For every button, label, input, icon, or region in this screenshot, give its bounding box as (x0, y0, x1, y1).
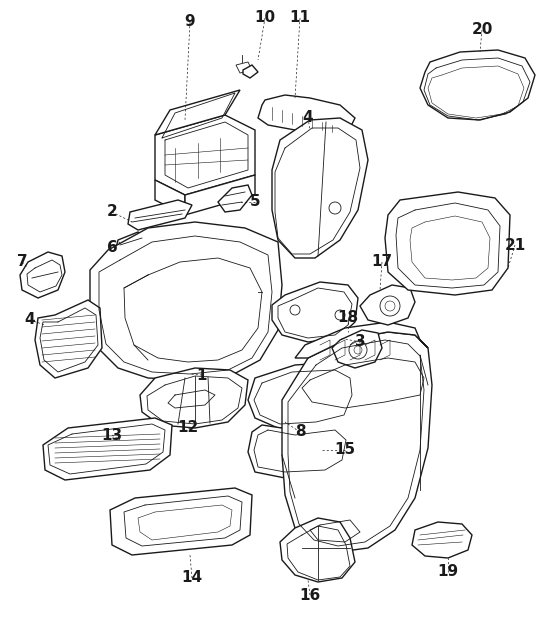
Polygon shape (140, 368, 248, 428)
Polygon shape (155, 90, 240, 135)
Circle shape (385, 301, 395, 311)
Circle shape (329, 202, 341, 214)
Text: 7: 7 (17, 255, 27, 270)
Text: 5: 5 (250, 195, 261, 210)
Polygon shape (110, 488, 252, 555)
Polygon shape (43, 418, 172, 480)
Text: 14: 14 (182, 571, 202, 585)
Polygon shape (258, 95, 355, 132)
Text: 10: 10 (255, 11, 276, 25)
Polygon shape (218, 185, 252, 212)
Text: 18: 18 (337, 311, 358, 326)
Text: 12: 12 (177, 420, 199, 435)
Polygon shape (155, 115, 255, 195)
Polygon shape (360, 285, 415, 325)
Polygon shape (272, 118, 368, 258)
Text: 13: 13 (101, 428, 122, 442)
Text: 17: 17 (372, 255, 393, 270)
Polygon shape (282, 332, 432, 552)
Polygon shape (35, 300, 102, 378)
Polygon shape (248, 362, 358, 428)
Polygon shape (420, 50, 535, 120)
Text: 20: 20 (471, 23, 493, 38)
Circle shape (380, 296, 400, 316)
Polygon shape (280, 518, 355, 582)
Circle shape (354, 346, 362, 354)
Polygon shape (272, 282, 358, 342)
Text: 2: 2 (107, 205, 118, 219)
Polygon shape (243, 65, 258, 78)
Polygon shape (248, 425, 352, 478)
Circle shape (290, 305, 300, 315)
Polygon shape (295, 322, 428, 358)
Text: 11: 11 (289, 11, 311, 25)
Text: 9: 9 (184, 14, 195, 30)
Text: 6: 6 (107, 241, 118, 256)
Polygon shape (412, 522, 472, 558)
Text: 1: 1 (197, 367, 207, 382)
Text: 8: 8 (295, 425, 305, 440)
Polygon shape (332, 330, 382, 368)
Text: 19: 19 (437, 564, 459, 580)
Text: 21: 21 (504, 238, 526, 253)
Text: 4: 4 (24, 312, 35, 328)
Polygon shape (115, 232, 148, 258)
Text: 15: 15 (335, 442, 356, 457)
Polygon shape (385, 192, 510, 295)
Circle shape (335, 310, 345, 320)
Polygon shape (20, 252, 65, 298)
Polygon shape (90, 222, 282, 380)
Polygon shape (155, 180, 185, 215)
Text: 16: 16 (299, 588, 320, 602)
Text: 4: 4 (302, 110, 313, 125)
Polygon shape (185, 175, 255, 215)
Polygon shape (128, 200, 192, 230)
Text: 3: 3 (355, 335, 366, 350)
Polygon shape (236, 62, 252, 73)
Circle shape (349, 341, 367, 359)
